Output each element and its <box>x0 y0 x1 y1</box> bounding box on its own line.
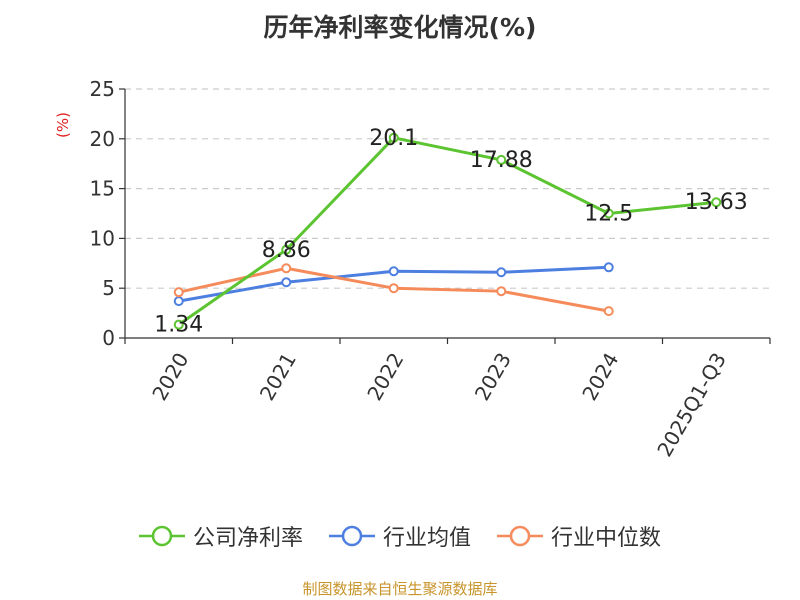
data-point <box>281 263 292 274</box>
x-tick-labels: 2020 2021 2022 2023 2024 2025Q1-Q3 <box>147 349 731 461</box>
data-point <box>388 266 399 277</box>
x-tick-label: 2025Q1-Q3 <box>652 349 731 461</box>
y-tick-label: 15 <box>90 177 115 201</box>
data-point <box>388 132 399 143</box>
x-tick-label: 2024 <box>577 349 623 405</box>
y-tick-labels: 0 5 10 15 20 25 <box>90 77 115 350</box>
data-label: 1.34 <box>154 313 203 338</box>
legend-item[interactable]: 行业中位数 <box>497 520 661 552</box>
data-point <box>173 319 184 330</box>
data-labels: 1.34 8.86 20.1 17.88 12.5 13.63 <box>154 126 747 338</box>
y-tick-label: 25 <box>90 77 115 101</box>
data-point <box>711 197 722 208</box>
data-point <box>603 208 614 219</box>
data-label: 20.1 <box>369 126 418 151</box>
grid-lines <box>125 88 770 289</box>
source-note: 制图数据来自恒生聚源数据库 <box>302 580 498 598</box>
legend-marker-icon <box>328 525 375 547</box>
y-tick-label: 0 <box>102 326 115 350</box>
x-tick-label: 2020 <box>147 349 193 405</box>
legend-label: 行业均值 <box>382 526 471 551</box>
series-line <box>177 136 717 326</box>
legend-marker-icon <box>138 525 185 547</box>
x-tick-label: 2023 <box>470 349 516 405</box>
data-point <box>603 306 614 317</box>
legend-item[interactable]: 行业均值 <box>328 520 471 552</box>
y-tick-label: 10 <box>90 226 115 250</box>
data-point <box>388 283 399 294</box>
data-point <box>496 286 507 297</box>
legend-label: 行业中位数 <box>551 526 662 551</box>
data-point <box>173 296 184 307</box>
data-point <box>496 267 507 278</box>
legend-label: 公司净利率 <box>192 526 303 551</box>
legend: 公司净利率 行业均值 行业中位数 <box>0 520 800 552</box>
x-tick-label: 2021 <box>255 349 301 405</box>
legend-marker-icon <box>497 525 543 547</box>
axes <box>119 88 771 344</box>
data-label: 8.86 <box>262 238 311 263</box>
data-label: 13.63 <box>685 190 748 215</box>
data-point <box>173 287 184 298</box>
y-tick-label: 20 <box>90 127 115 151</box>
series-lines <box>173 132 722 330</box>
y-axis-label: (%) <box>54 112 72 138</box>
data-label: 17.88 <box>470 148 533 173</box>
data-label: 12.5 <box>584 202 633 227</box>
data-point <box>603 262 614 273</box>
legend-item[interactable]: 公司净利率 <box>138 520 303 552</box>
data-point <box>281 244 292 255</box>
chart-title: 历年净利率变化情况(%) <box>263 13 537 42</box>
y-tick-label: 5 <box>102 276 115 300</box>
x-tick-label: 2022 <box>362 349 408 405</box>
data-point <box>496 154 507 165</box>
data-point <box>281 277 292 288</box>
